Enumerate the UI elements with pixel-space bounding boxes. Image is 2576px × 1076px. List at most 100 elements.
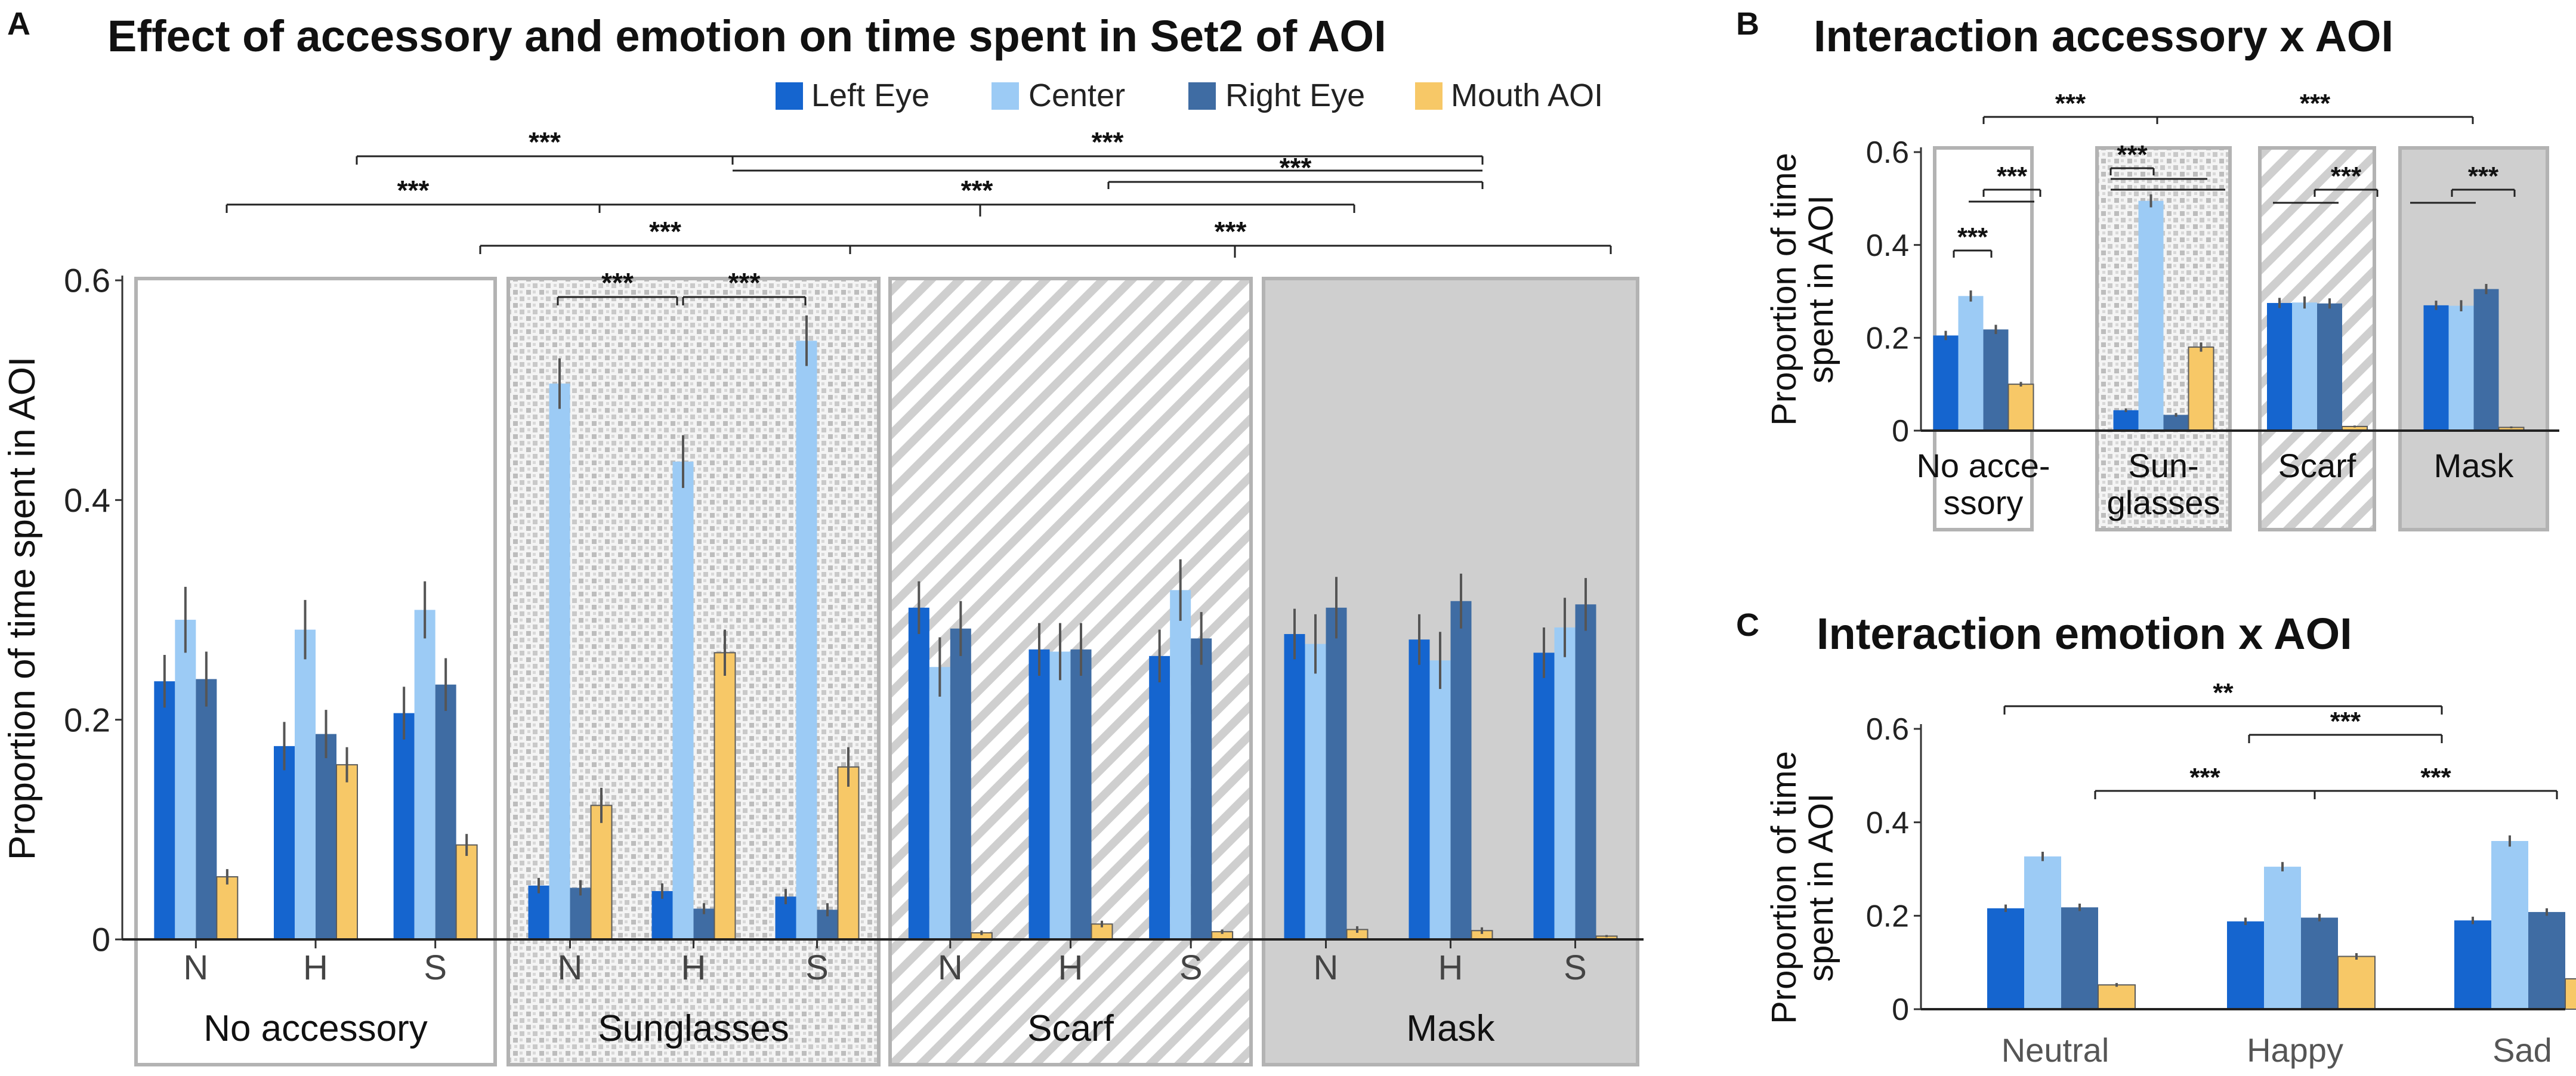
panel-a-scarf-s-bar-right-eye: [1191, 638, 1212, 939]
panel-c-ylabel-line2: spent in AOI: [1802, 793, 1840, 982]
panel-a-scarf-h-bar-center: [1049, 651, 1071, 939]
panel-a-x-tick-label: H: [1438, 948, 1463, 987]
panel-b-group-3-bar-center: [2292, 302, 2317, 431]
panel-b-group-4-label: Mask: [2434, 447, 2515, 484]
panel-c-neutral-label: Neutral: [2002, 1031, 2109, 1069]
legend-label-center: Center: [1028, 78, 1125, 113]
panel-a-sunglasses-h-bar-center: [672, 461, 694, 939]
panel-a-title: Effect of accessory and emotion on time …: [107, 11, 1386, 61]
panel-b-y-tick-label: 0.6: [1866, 135, 1909, 170]
panel-a-sunglasses-n-bar-left-eye: [528, 885, 549, 939]
panel-a-no-accessory-label: No accessory: [203, 1008, 428, 1049]
panel-a-x-tick-label: H: [1058, 948, 1083, 987]
panel-b-y-tick-label: 0.4: [1866, 228, 1909, 263]
panel-c-sad-bar-right-eye: [2528, 912, 2565, 1009]
panel-a-mask-s-bar-right-eye: [1575, 604, 1596, 939]
panel-b-ylabel-line1: Proportion of time: [1765, 153, 1803, 426]
panel-label-b: B: [1736, 6, 1759, 42]
panel-c-happy-label: Happy: [2247, 1031, 2343, 1069]
panel-a-mask-h-bar-left-eye: [1409, 639, 1430, 939]
panel-a-sig-bracket-4-label: ***: [961, 175, 993, 206]
panel-a-no-accessory-h-bar-left-eye: [274, 746, 295, 939]
panel-b-y-tick-label: 0.2: [1866, 321, 1909, 356]
panel-a-sig-bracket-9-label: ***: [1280, 152, 1312, 183]
panel-a-x-tick-label: N: [558, 948, 583, 987]
panel-a-x-tick-label: S: [1564, 948, 1587, 987]
panel-a-x-tick-label: S: [1179, 948, 1203, 987]
panel-a-y-tick-label: 0: [92, 921, 110, 958]
panel-c-sad-bar-mouth: [2565, 978, 2576, 1010]
panel-a-mask-n-bar-left-eye: [1284, 634, 1305, 939]
panel-c-sad-bar-left-eye: [2454, 920, 2491, 1009]
panel-b-group-1-bar-center: [1958, 296, 1984, 431]
panel-a-x-tick-label: H: [681, 948, 706, 987]
panel-a-mask-n-bar-right-eye: [1326, 607, 1347, 939]
panel-b-group-1-bar-mouth: [2007, 384, 2034, 432]
panel-b-sig-bracket-7-label: ***: [2468, 162, 2499, 191]
panel-a-x-tick-label: H: [303, 948, 328, 987]
panel-b-group-1-bar-right-eye: [1983, 329, 2009, 431]
panel-b-title: Interaction accessory x AOI: [1814, 11, 2393, 61]
panel-a-no-accessory-n-bar-center: [175, 620, 196, 939]
panel-a-scarf-label: Scarf: [1027, 1008, 1114, 1049]
panel-c-y-tick-label: 0: [1892, 992, 1909, 1027]
legend-label-left-eye: Left Eye: [811, 78, 929, 113]
panel-a-sunglasses-s-bar-mouth: [837, 766, 860, 940]
panel-a-sunglasses-label: Sunglasses: [598, 1008, 789, 1049]
panel-b-group-2-bar-center: [2138, 200, 2164, 431]
legend-swatch-right-eye: [1188, 82, 1216, 110]
panel-a-no-accessory-n-bar-left-eye: [154, 681, 175, 939]
panel-a-no-accessory-h-bar-center: [295, 629, 316, 939]
panel-a-no-accessory-s-bar-right-eye: [435, 684, 456, 939]
panel-b-group-2-bar-right-eye: [2163, 415, 2189, 431]
panel-a-y-tick-label: 0.4: [64, 481, 110, 519]
panel-a-mask-n-bar-center: [1305, 644, 1326, 939]
panel-a-ylabel: Proportion of time spent in AOI: [2, 357, 43, 860]
panel-a-mask-h-bar-center: [1429, 660, 1451, 939]
panel-c-happy-bar-left-eye: [2227, 921, 2264, 1009]
legend-swatch-left-eye: [776, 82, 803, 110]
panel-a-sig-bracket-2-label: ***: [1092, 126, 1124, 157]
panel-b-group-4-bar-left-eye: [2423, 305, 2449, 431]
panel-a-sunglasses-h-bar-left-eye: [651, 891, 673, 939]
legend-swatch-mouth: [1415, 82, 1443, 110]
panel-a-scarf-n-bar-center: [929, 667, 950, 939]
panel-a-no-accessory-h-bar-mouth: [336, 764, 358, 941]
panel-b-chart: 0 0.2 0.4 0.6 No acce-ssory Sun-glasses Scarf M…: [1866, 89, 2559, 531]
panel-c-neutral-bar-center: [2024, 856, 2061, 1009]
panel-a-mask-s-bar-left-eye: [1533, 653, 1555, 939]
panel-a-scarf-s-bar-left-eye: [1149, 656, 1170, 939]
panel-label-a: A: [7, 6, 30, 42]
panel-a-sig-bracket-7-label: ***: [601, 267, 634, 298]
panel-a-no-accessory-s-bar-left-eye: [393, 713, 415, 939]
panel-b-group-1-label: No acce-: [1916, 447, 2050, 484]
panel-c-sig-bracket-2-label: ***: [2330, 707, 2361, 736]
panel-c-y-tick-label: 0.6: [1866, 712, 1909, 747]
legend-label-mouth: Mouth AOI: [1451, 78, 1603, 113]
panel-a-mask-s-bar-center: [1554, 627, 1576, 939]
panel-a-sig-bracket-6-label: ***: [1215, 216, 1247, 247]
panel-c-sad-label: Sad: [2492, 1031, 2552, 1069]
panel-c-sig-bracket-1-label: **: [2213, 678, 2234, 707]
panel-a-sunglasses-n-bar-right-eye: [570, 888, 591, 939]
legend: Left Eye Center Right Eye Mouth AOI: [776, 78, 1603, 113]
panel-a-x-tick-label: S: [805, 948, 829, 987]
panel-b-group-2-bar-mouth: [2188, 346, 2214, 432]
panel-b-sig-bracket-3-label: ***: [1997, 162, 2028, 191]
panel-c-title: Interaction emotion x AOI: [1817, 609, 2352, 658]
panel-a-x-tick-label: S: [424, 948, 447, 987]
legend-label-right-eye: Right Eye: [1225, 78, 1365, 113]
panel-a-x-tick-label: N: [1314, 948, 1339, 987]
panel-b-y-tick-label: 0: [1892, 414, 1909, 449]
panel-b-sig-bracket-1-label: ***: [2055, 89, 2086, 118]
panel-a-sig-bracket-1-label: ***: [529, 126, 561, 157]
panel-b-group-1-bar-left-eye: [1933, 335, 1959, 431]
panel-a-no-accessory-n-bar-mouth: [216, 876, 239, 941]
panel-b-group-3-bar-right-eye: [2317, 303, 2342, 431]
legend-swatch-center: [992, 82, 1019, 110]
panel-b-group-2-bar-left-eye: [2113, 410, 2139, 431]
panel-c-y-tick-label: 0.4: [1866, 806, 1909, 840]
panel-a-sig-bracket-3-label: ***: [397, 175, 430, 206]
